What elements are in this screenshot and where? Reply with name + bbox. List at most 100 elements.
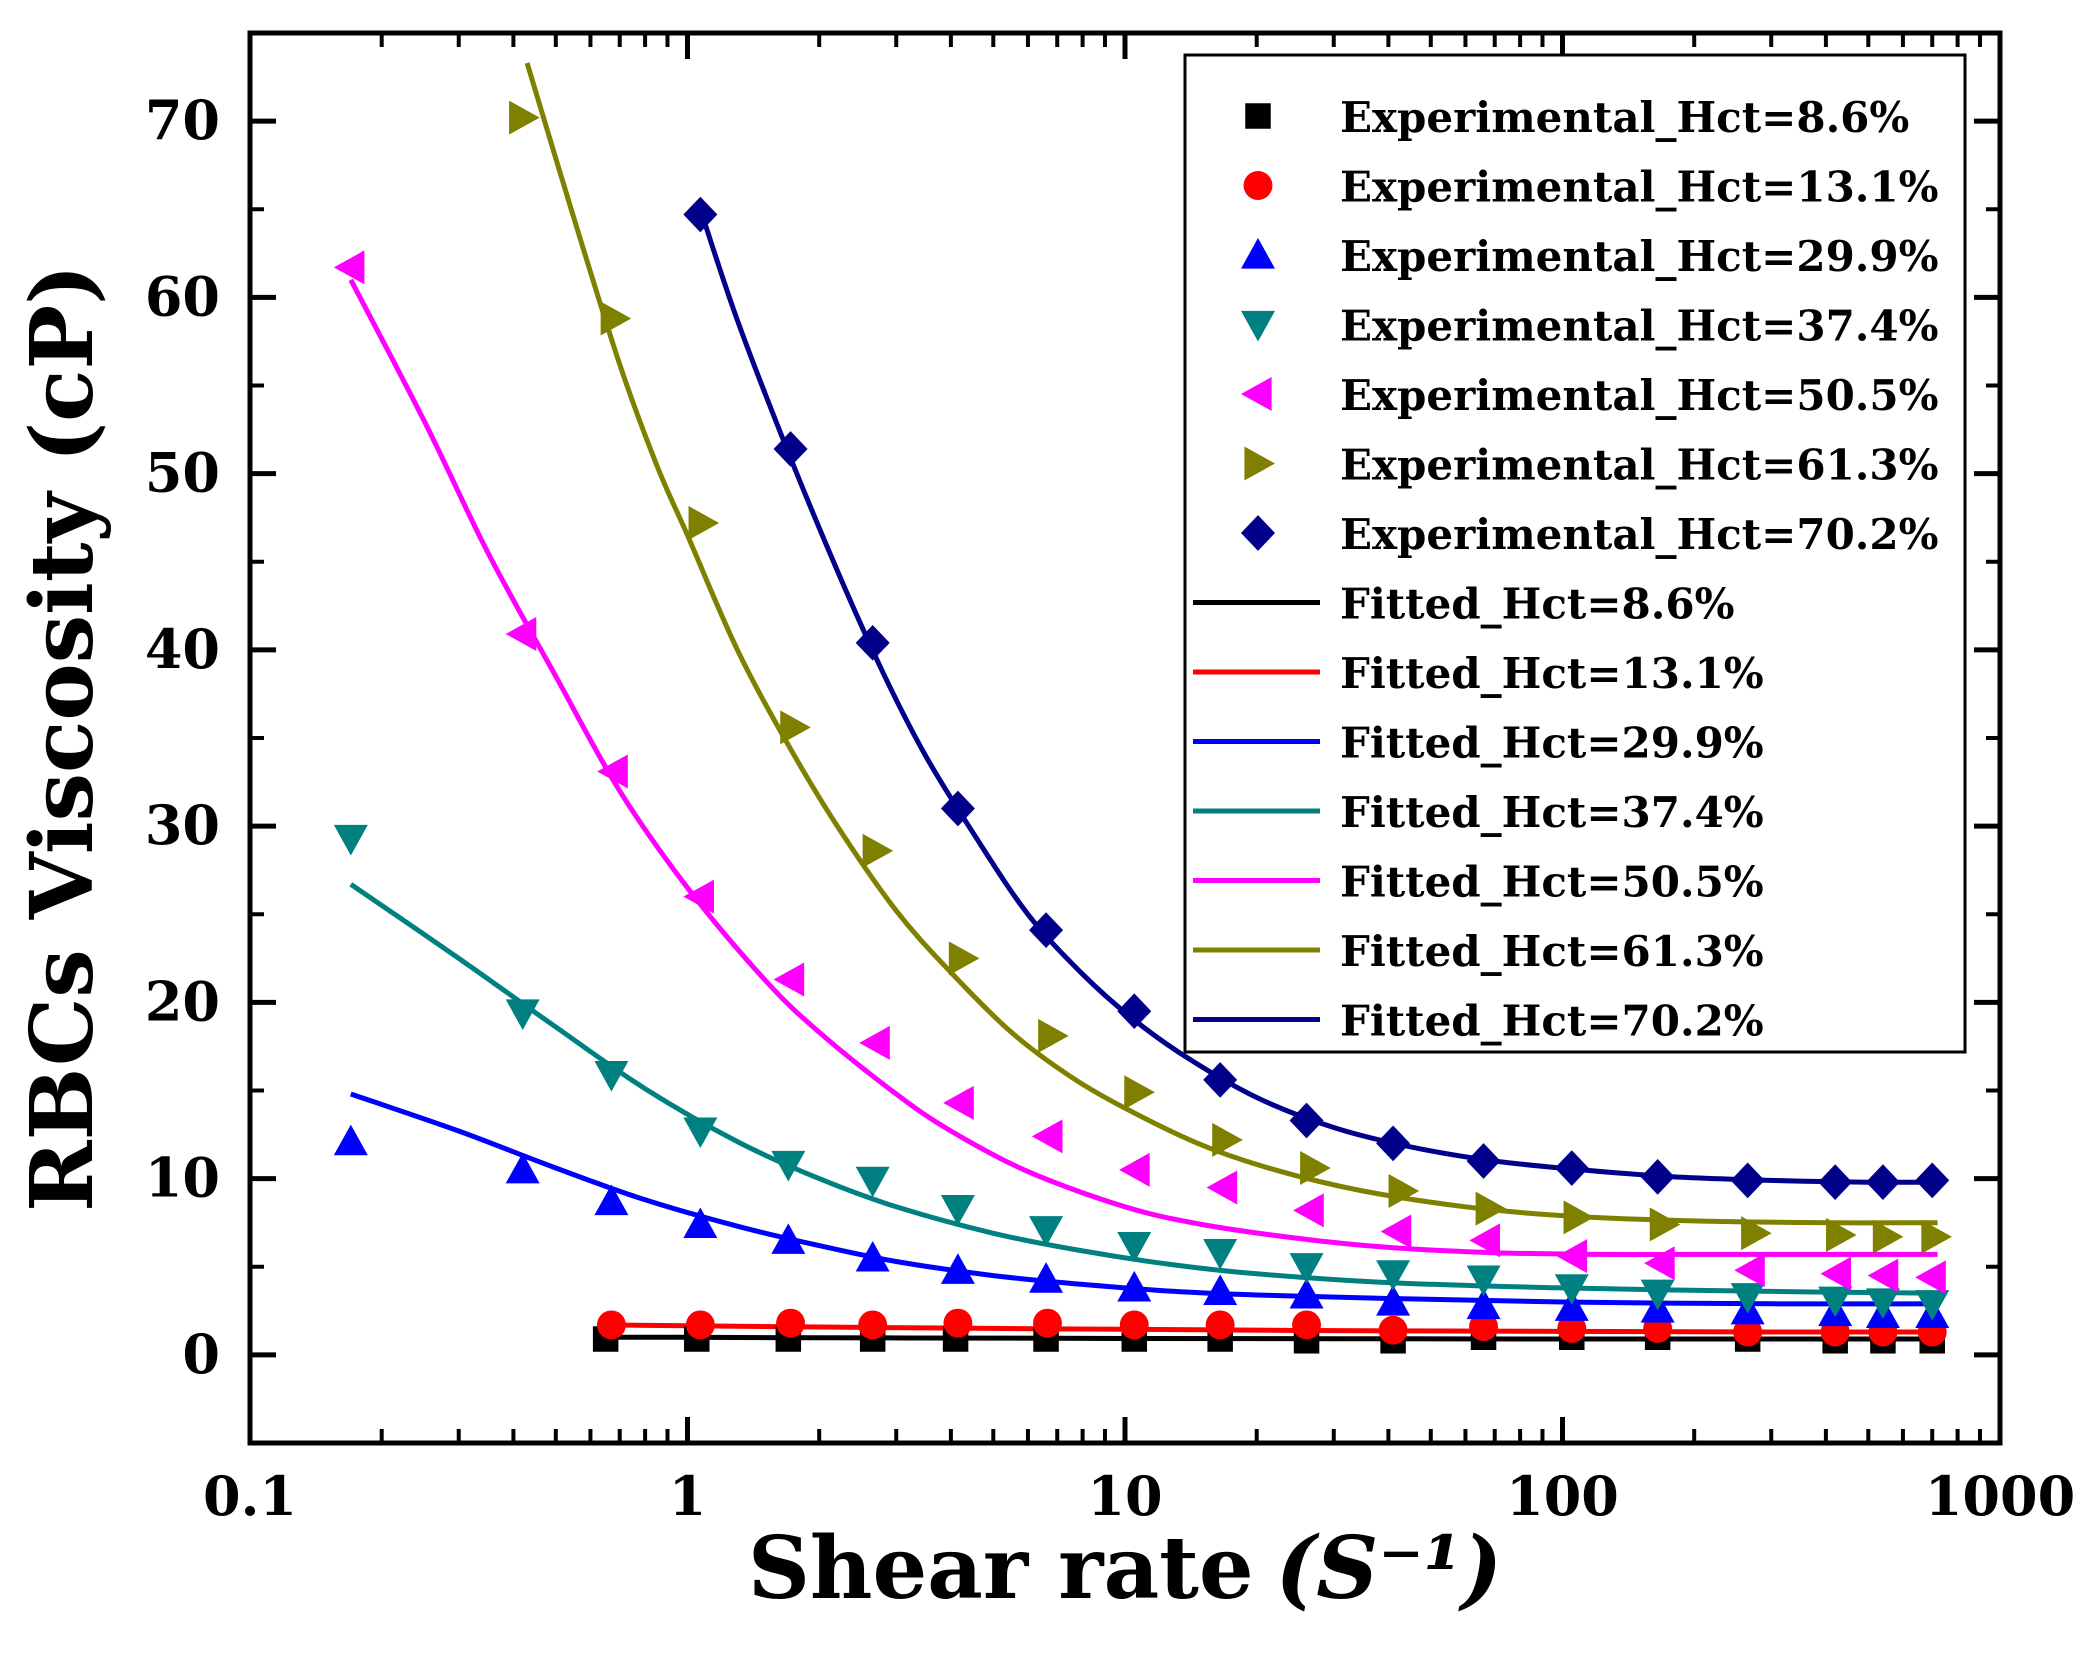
- legend-symbol: [1241, 310, 1275, 342]
- data-point: [1117, 993, 1152, 1030]
- data-point: [858, 1310, 888, 1340]
- x-tick-label: 100: [1506, 1464, 1619, 1528]
- data-point: [1124, 1075, 1155, 1110]
- data-point: [1380, 1214, 1412, 1249]
- data-point: [1818, 1286, 1853, 1318]
- legend-symbol: [1243, 171, 1273, 200]
- fitted-line: [605, 1322, 1938, 1335]
- legend-label: Experimental_Hct=37.4%: [1340, 302, 1939, 351]
- data-point: [1376, 1285, 1411, 1316]
- data-point: [1388, 1173, 1420, 1208]
- data-point: [940, 1253, 975, 1284]
- legend-label: Fitted_Hct=13.1%: [1340, 649, 1764, 698]
- legend-label: Experimental_Hct=70.2%: [1340, 510, 1939, 559]
- data-point: [1872, 1219, 1904, 1254]
- data-point: [685, 1310, 715, 1340]
- data-point: [771, 1223, 806, 1254]
- data-point: [1818, 1164, 1853, 1200]
- data-point: [600, 301, 632, 336]
- data-point: [780, 710, 811, 745]
- data-point: [1554, 1290, 1589, 1321]
- y-tick-label: 20: [145, 969, 220, 1033]
- data-point: [1865, 1164, 1900, 1200]
- data-point: [1117, 1232, 1152, 1263]
- legend-label: Experimental_Hct=50.5%: [1340, 371, 1939, 420]
- legend-label: Experimental_Hct=13.1%: [1340, 163, 1939, 212]
- data-point: [683, 1207, 718, 1239]
- y-tick-label: 40: [145, 617, 220, 681]
- y-tick-label: 50: [145, 441, 220, 505]
- data-point: [1466, 1288, 1501, 1320]
- legend-label: Fitted_Hct=29.9%: [1340, 719, 1764, 768]
- data-point: [1915, 1260, 1946, 1295]
- data-point: [773, 962, 805, 997]
- y-tick-label: 10: [145, 1146, 220, 1210]
- data-point: [771, 1150, 806, 1182]
- data-point: [1029, 912, 1064, 948]
- data-point: [1469, 1312, 1499, 1342]
- x-tick-label: 0.1: [203, 1464, 297, 1528]
- data-point: [683, 1117, 718, 1149]
- data-point: [940, 790, 975, 827]
- experimental-markers: [333, 100, 1952, 1354]
- legend-symbol: [1241, 515, 1275, 551]
- data-point: [1293, 1193, 1324, 1228]
- data-point: [333, 250, 365, 285]
- legend-label: Fitted_Hct=50.5%: [1340, 858, 1764, 907]
- data-point: [597, 754, 628, 789]
- data-point: [1733, 1317, 1763, 1347]
- data-point: [688, 505, 720, 540]
- data-point: [1730, 1283, 1765, 1314]
- data-point: [1469, 1223, 1501, 1258]
- data-point: [1038, 1018, 1069, 1053]
- x-axis-title: Shear rate (S⁻¹): [748, 1518, 1502, 1619]
- data-point: [1029, 1216, 1064, 1247]
- data-point: [1867, 1258, 1899, 1293]
- x-tick-label: 1000: [1925, 1464, 2075, 1528]
- data-point: [683, 879, 714, 914]
- legend-label: Experimental_Hct=29.9%: [1340, 232, 1939, 281]
- data-point: [1029, 1262, 1064, 1293]
- y-tick-label: 70: [145, 88, 220, 152]
- legend: Experimental_Hct=8.6% Experimental_Hct=13…: [1183, 53, 1967, 1054]
- legend-label: Fitted_Hct=37.4%: [1340, 788, 1764, 837]
- data-point: [333, 824, 368, 856]
- x-tick-label: 10: [1087, 1464, 1162, 1528]
- data-point: [1730, 1162, 1765, 1199]
- data-point: [1292, 1310, 1322, 1340]
- fitted-line: [348, 278, 1938, 1258]
- data-point: [594, 1061, 629, 1092]
- data-point: [1820, 1256, 1852, 1291]
- data-point: [1376, 1260, 1411, 1291]
- data-point: [1649, 1207, 1681, 1242]
- data-point: [594, 1184, 629, 1216]
- data-point: [943, 1308, 973, 1338]
- data-point: [1466, 1265, 1501, 1297]
- data-point: [1466, 1143, 1501, 1179]
- x-tick-label: 1: [669, 1464, 707, 1528]
- y-tick-label: 0: [182, 1322, 220, 1386]
- fitted-line: [596, 1334, 1938, 1342]
- legend-symbol: [1241, 377, 1272, 411]
- data-point: [1640, 1279, 1675, 1311]
- data-point: [1205, 1310, 1235, 1340]
- data-point: [505, 999, 540, 1030]
- data-point: [948, 941, 980, 976]
- data-point: [855, 1166, 890, 1198]
- legend-symbol: [1244, 446, 1275, 481]
- x-axis-title-unit: (S⁻¹): [1276, 1518, 1503, 1619]
- data-point: [1475, 1191, 1507, 1226]
- data-point: [1203, 1274, 1238, 1306]
- data-point: [1117, 1270, 1152, 1302]
- data-point: [1289, 1253, 1324, 1284]
- data-point: [1119, 1310, 1149, 1340]
- data-point: [1289, 1102, 1324, 1139]
- data-point: [776, 1308, 805, 1338]
- legend-symbol: [1241, 238, 1275, 269]
- y-axis-title: RBCs Viscosity (cP): [12, 264, 113, 1212]
- legend-symbol: [1245, 103, 1271, 129]
- axes-layer: 0.1 1 10 100 1000 0 10 20 30 40 50 60 70: [145, 31, 2075, 1528]
- data-point: [505, 617, 537, 652]
- data-point: [940, 1194, 975, 1226]
